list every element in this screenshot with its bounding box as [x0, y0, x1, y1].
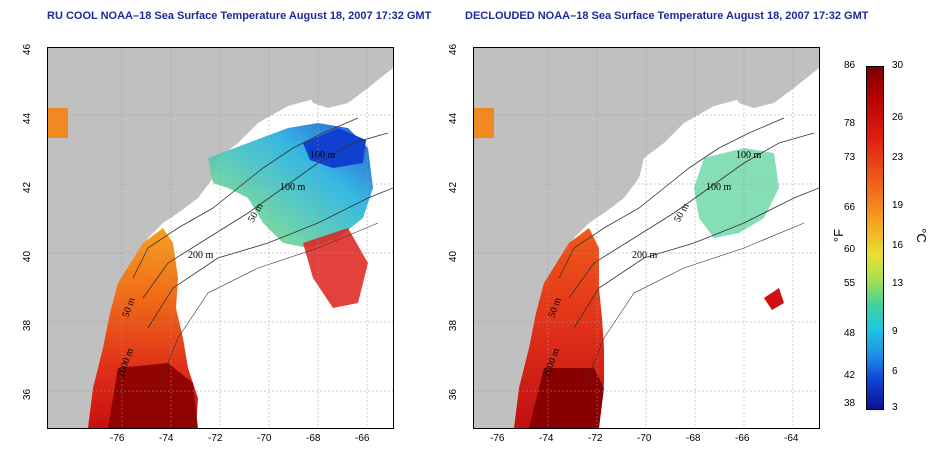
- contour-label-50m-a: 50 m: [672, 201, 692, 224]
- x-tick: -68: [306, 433, 321, 444]
- y-tick: 40: [22, 250, 34, 263]
- x-tick: -68: [686, 433, 701, 444]
- land-mass: [48, 48, 393, 428]
- fahrenheit-unit-label: °F: [831, 228, 847, 243]
- c-tick: 19: [892, 200, 904, 211]
- isobath-50m: [132, 117, 359, 279]
- lat-lon-grid: [48, 48, 393, 428]
- f-tick: 73: [844, 152, 856, 163]
- contour-label-200m: 200 m: [188, 250, 214, 261]
- gulf-stream-hot: [108, 363, 198, 428]
- f-tick: 60: [844, 244, 856, 255]
- x-tick: -72: [208, 433, 223, 444]
- raw-sst-map-graphic: 100 m 100 m 50 m 200 m 50 m 2000 m: [48, 48, 393, 428]
- nova-scotia-land: [298, 48, 393, 108]
- f-tick: 78: [844, 118, 856, 129]
- x-tick: -66: [735, 433, 750, 444]
- offshore-patch: [764, 288, 784, 310]
- nova-scotia-land: [724, 48, 819, 108]
- y-tick: 46: [448, 43, 460, 56]
- c-tick: 9: [892, 326, 898, 337]
- x-tick: -66: [355, 433, 370, 444]
- y-tick: 40: [448, 250, 460, 263]
- isobath-50m: [558, 117, 785, 279]
- contour-label-100m-b: 100 m: [706, 182, 732, 193]
- lat-lon-grid: [474, 48, 819, 428]
- isobath-100m: [142, 132, 389, 299]
- x-tick: -74: [159, 433, 174, 444]
- isobath-200m: [573, 187, 819, 329]
- x-tick: -74: [539, 433, 554, 444]
- offshore-warm-streak: [303, 228, 368, 308]
- f-tick: 86: [844, 60, 856, 71]
- contour-label-100m-a: 100 m: [310, 150, 336, 161]
- isobath-2000m: [583, 222, 805, 389]
- cold-patch: [303, 128, 366, 168]
- isobath-100m: [568, 132, 815, 299]
- x-tick: -64: [784, 433, 799, 444]
- x-tick: -70: [257, 433, 272, 444]
- y-tick: 44: [448, 112, 460, 125]
- y-tick: 36: [448, 388, 460, 401]
- y-tick: 38: [22, 319, 34, 332]
- f-tick: 48: [844, 328, 856, 339]
- c-tick: 16: [892, 240, 904, 251]
- contour-label-100m-b: 100 m: [280, 182, 306, 193]
- f-tick: 66: [844, 202, 856, 213]
- contour-label-200m: 200 m: [632, 250, 658, 261]
- c-tick: 26: [892, 112, 904, 123]
- c-tick: 3: [892, 402, 898, 413]
- y-tick: 38: [448, 319, 460, 332]
- isobath-2000m: [157, 222, 379, 389]
- c-tick: 13: [892, 278, 904, 289]
- x-tick: -70: [637, 433, 652, 444]
- x-tick: -76: [110, 433, 125, 444]
- declouded-sst-map-graphic: 100 m 100 m 50 m 200 m 50 m 2000 m: [474, 48, 819, 428]
- c-tick: 30: [892, 60, 904, 71]
- y-tick: 36: [22, 388, 34, 401]
- y-tick: 46: [22, 43, 34, 56]
- celsius-unit-label: °C: [913, 228, 929, 243]
- f-tick: 42: [844, 370, 856, 381]
- x-tick: -72: [588, 433, 603, 444]
- gulf-of-maine-water: [694, 148, 779, 238]
- x-tick: -76: [490, 433, 505, 444]
- raw-sst-map[interactable]: 100 m 100 m 50 m 200 m 50 m 2000 m: [47, 47, 394, 429]
- y-tick: 42: [22, 181, 34, 194]
- c-tick: 23: [892, 152, 904, 163]
- declouded-sst-map[interactable]: 100 m 100 m 50 m 200 m 50 m 2000 m: [473, 47, 820, 429]
- isobath-200m: [147, 187, 393, 329]
- f-tick: 38: [844, 398, 856, 409]
- land-mass: [474, 48, 819, 428]
- right-map-title: DECLOUDED NOAA–18 Sea Surface Temperatur…: [465, 10, 869, 22]
- left-map-title: RU COOL NOAA–18 Sea Surface Temperature …: [47, 10, 432, 22]
- y-tick: 44: [22, 112, 34, 125]
- y-tick: 42: [448, 181, 460, 194]
- c-tick: 6: [892, 366, 898, 377]
- contour-label-100m-a: 100 m: [736, 150, 762, 161]
- temperature-colorbar: [866, 66, 884, 410]
- f-tick: 55: [844, 278, 856, 289]
